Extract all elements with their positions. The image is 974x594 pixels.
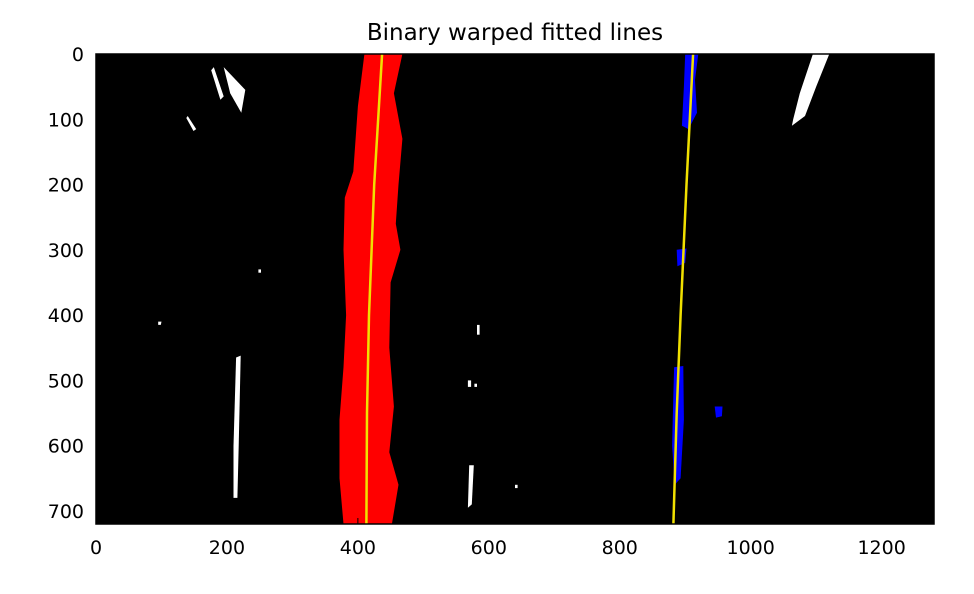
white-pixel-blob bbox=[467, 465, 474, 508]
x-tick-label: 800 bbox=[602, 537, 638, 559]
x-tick-label: 600 bbox=[471, 537, 507, 559]
white-pixel-blob bbox=[233, 355, 241, 498]
plot-frame bbox=[95, 53, 935, 525]
white-pixel-blob bbox=[258, 269, 261, 273]
plot-layer bbox=[158, 53, 830, 525]
y-tick-label: 500 bbox=[48, 370, 84, 392]
y-tick-label: 400 bbox=[48, 305, 84, 327]
chart-title: Binary warped fitted lines bbox=[367, 20, 663, 46]
right-lane-pixels bbox=[714, 406, 723, 418]
y-tick-label: 100 bbox=[48, 109, 84, 131]
white-pixel-blob bbox=[211, 67, 224, 100]
y-axis: 0 100 200 300 400 500 600 700 bbox=[48, 44, 934, 523]
x-axis: 0 200 400 600 800 1000 1200 bbox=[90, 54, 906, 559]
white-pixel-blob bbox=[158, 321, 162, 325]
y-tick-label: 600 bbox=[48, 436, 84, 458]
x-tick-label: 1200 bbox=[857, 537, 905, 559]
x-tick-label: 0 bbox=[90, 537, 102, 559]
white-pixel-blob bbox=[477, 324, 480, 335]
x-tick-label: 1000 bbox=[727, 537, 775, 559]
white-pixel-blob bbox=[791, 54, 830, 126]
y-tick-label: 700 bbox=[48, 501, 84, 523]
plot-area bbox=[96, 54, 934, 524]
right-fit-line bbox=[672, 53, 695, 525]
y-tick-label: 0 bbox=[72, 44, 84, 66]
white-pixel-blob bbox=[186, 116, 197, 131]
white-pixel-blob bbox=[223, 67, 246, 113]
white-pixel-blob bbox=[474, 383, 477, 387]
left-fit-line bbox=[365, 53, 384, 525]
white-pixel-blob bbox=[515, 484, 518, 489]
x-tick-label: 400 bbox=[340, 537, 376, 559]
x-tick-label: 200 bbox=[209, 537, 245, 559]
y-tick-label: 300 bbox=[48, 240, 84, 262]
y-tick-label: 200 bbox=[48, 175, 84, 197]
white-pixel-blob bbox=[467, 380, 472, 387]
